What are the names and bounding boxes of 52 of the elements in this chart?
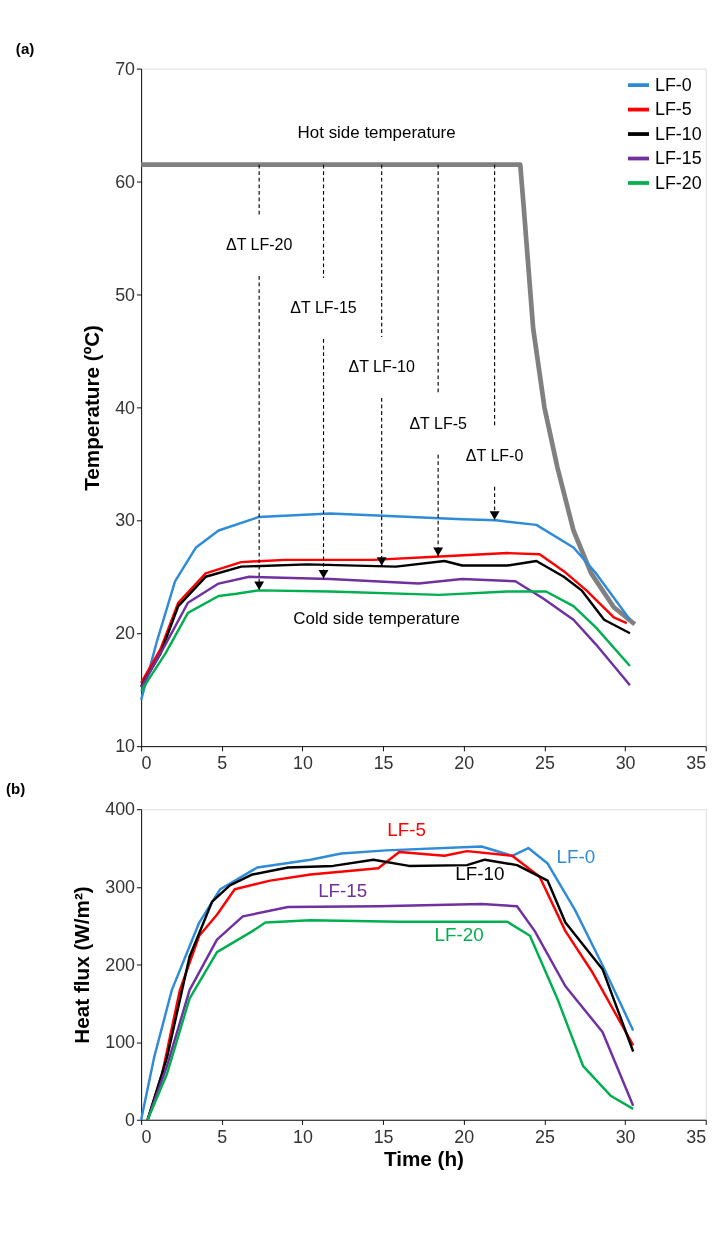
annotation: ΔT LF-15 — [290, 299, 357, 317]
x-tick-label: 20 — [454, 1126, 475, 1147]
y-axis-title: Temperature (ºC) — [80, 324, 104, 491]
y-axis-title: Heat flux (W/m²) — [70, 886, 94, 1044]
series-label: LF-20 — [434, 923, 484, 945]
legend-label: LF-20 — [654, 172, 702, 193]
legend-label: LF-15 — [654, 148, 702, 169]
x-tick-label: 0 — [141, 753, 152, 774]
y-tick-label: 100 — [105, 1032, 136, 1053]
legend-label: LF-10 — [654, 123, 702, 144]
x-tick-label: 0 — [141, 1126, 152, 1147]
x-tick-label: 30 — [615, 1126, 636, 1147]
annotation: Hot side temperature — [297, 122, 456, 142]
annotation: ΔT LF-0 — [465, 446, 524, 464]
x-tick-label: 35 — [686, 1126, 707, 1147]
annotation: ΔT LF-20 — [225, 236, 293, 254]
y-tick-label: 0 — [125, 1109, 136, 1130]
y-tick-label: 300 — [105, 876, 136, 897]
y-tick-label: 60 — [115, 171, 136, 192]
x-tick-label: 15 — [373, 1126, 394, 1147]
x-tick-label: 25 — [534, 1126, 555, 1147]
series-label: LF-0 — [556, 846, 596, 868]
y-tick-label: 30 — [115, 510, 136, 531]
y-tick-label: 10 — [115, 736, 136, 757]
x-tick-label: 10 — [293, 753, 313, 774]
x-tick-label: 35 — [686, 753, 707, 774]
y-tick-label: 200 — [105, 954, 136, 975]
x-tick-label: 5 — [217, 1126, 228, 1147]
x-axis-title: Time (h) — [383, 1147, 464, 1171]
y-tick-label: 20 — [115, 623, 136, 644]
y-tick-label: 40 — [115, 397, 136, 418]
line-series — [139, 512, 632, 702]
series-label: LF-5 — [387, 818, 426, 840]
y-tick-label: 400 — [105, 799, 136, 820]
x-tick-label: 30 — [615, 753, 636, 774]
x-tick-label: 25 — [534, 753, 555, 774]
series-label: LF-15 — [318, 880, 368, 902]
x-tick-label: 5 — [217, 753, 228, 774]
annotation: ΔT LF-5 — [409, 414, 467, 432]
series-label: LF-10 — [455, 863, 505, 885]
chart-title: (b) — [5, 780, 26, 798]
y-tick-label: 70 — [115, 58, 136, 79]
y-tick-label: 50 — [115, 284, 136, 305]
legend-label: LF-5 — [654, 99, 692, 120]
annotation: ΔT LF-10 — [348, 358, 415, 376]
x-tick-label: 10 — [293, 1126, 313, 1147]
x-tick-label: 20 — [454, 753, 475, 774]
legend-label: LF-0 — [654, 74, 692, 95]
annotation: Cold side temperature — [293, 609, 460, 629]
line-series — [138, 162, 638, 627]
x-tick-label: 15 — [373, 753, 394, 774]
chart-title: (a) — [15, 39, 35, 57]
